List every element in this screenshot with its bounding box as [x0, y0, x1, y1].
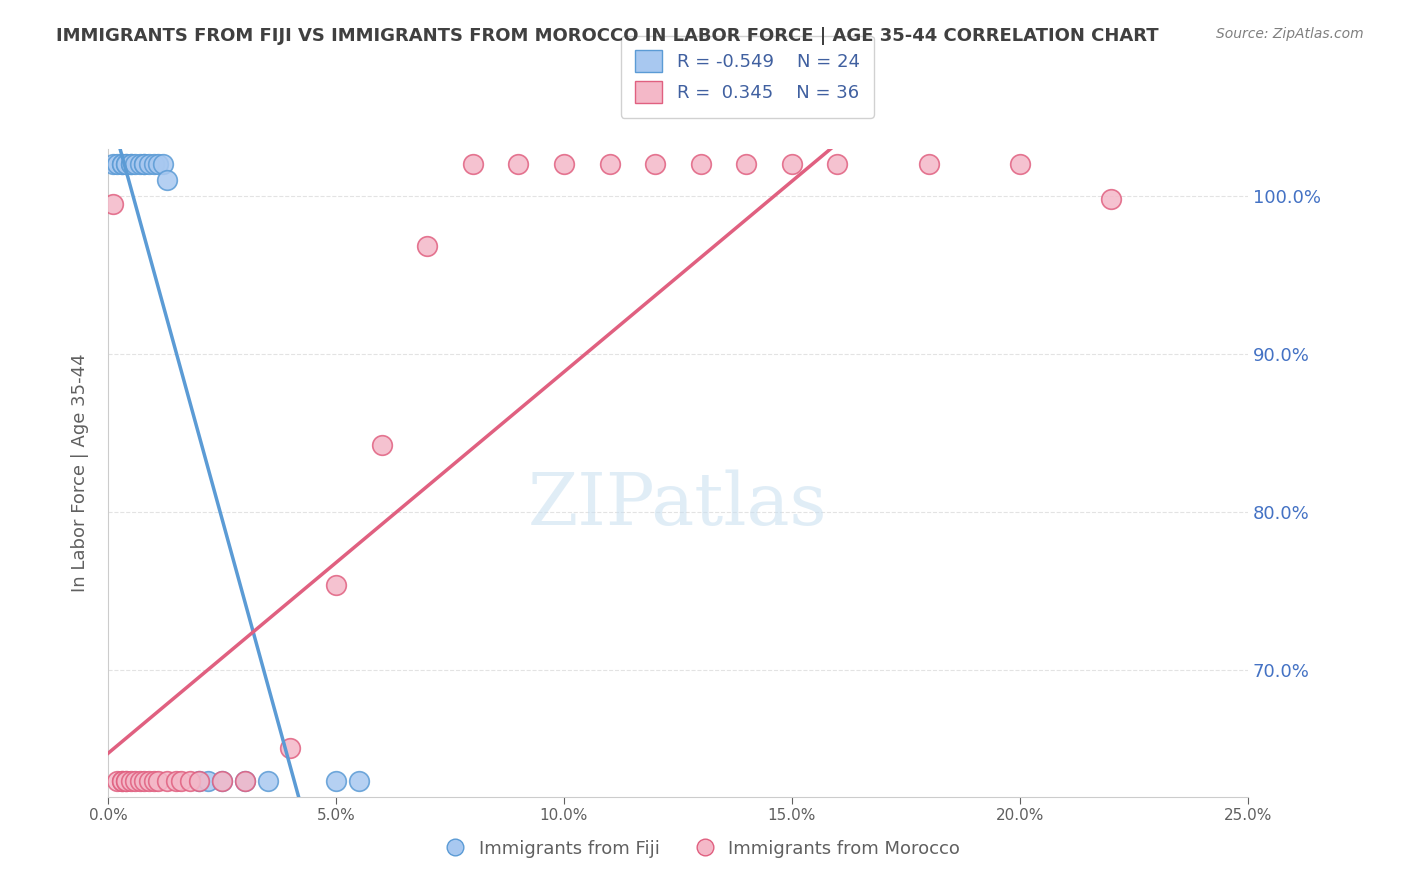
Point	[1099, 192, 1122, 206]
Point	[111, 157, 134, 171]
Point	[101, 157, 124, 171]
Point	[780, 157, 803, 171]
Point	[124, 773, 146, 788]
Point	[735, 157, 758, 171]
Point	[111, 773, 134, 788]
Point	[689, 157, 711, 171]
Point	[115, 157, 138, 171]
Legend: R = -0.549    N = 24, R =  0.345    N = 36: R = -0.549 N = 24, R = 0.345 N = 36	[620, 36, 875, 118]
Point	[918, 157, 941, 171]
Point	[105, 157, 128, 171]
Point	[233, 773, 256, 788]
Point	[325, 578, 347, 592]
Text: Source: ZipAtlas.com: Source: ZipAtlas.com	[1216, 27, 1364, 41]
Point	[146, 773, 169, 788]
Text: ZIPatlas: ZIPatlas	[529, 470, 828, 541]
Point	[170, 773, 193, 788]
Point	[120, 157, 142, 171]
Point	[416, 239, 439, 253]
Point	[508, 157, 530, 171]
Point	[179, 773, 201, 788]
Point	[134, 157, 156, 171]
Point	[129, 773, 152, 788]
Point	[165, 773, 187, 788]
Point	[138, 773, 160, 788]
Point	[256, 773, 278, 788]
Point	[134, 773, 156, 788]
Point	[138, 157, 160, 171]
Point	[111, 157, 134, 171]
Point	[115, 773, 138, 788]
Point	[115, 773, 138, 788]
Point	[644, 157, 666, 171]
Point	[347, 773, 370, 788]
Point	[553, 157, 575, 171]
Point	[142, 773, 165, 788]
Point	[280, 741, 302, 756]
Point	[211, 773, 233, 788]
Point	[370, 438, 392, 452]
Point	[233, 773, 256, 788]
Text: IMMIGRANTS FROM FIJI VS IMMIGRANTS FROM MOROCCO IN LABOR FORCE | AGE 35-44 CORRE: IMMIGRANTS FROM FIJI VS IMMIGRANTS FROM …	[56, 27, 1159, 45]
Point	[156, 773, 179, 788]
Point	[211, 773, 233, 788]
Point	[129, 157, 152, 171]
Point	[197, 773, 219, 788]
Point	[188, 773, 211, 788]
Point	[120, 773, 142, 788]
Point	[1008, 157, 1031, 171]
Point	[142, 157, 165, 171]
Point	[188, 773, 211, 788]
Point	[152, 157, 174, 171]
Point	[156, 173, 179, 187]
Point	[599, 157, 621, 171]
Point	[146, 157, 169, 171]
Point	[105, 773, 128, 788]
Point	[101, 197, 124, 211]
Point	[111, 773, 134, 788]
Y-axis label: In Labor Force | Age 35-44: In Labor Force | Age 35-44	[72, 353, 89, 592]
Point	[461, 157, 484, 171]
Point	[134, 157, 156, 171]
Point	[120, 157, 142, 171]
Point	[115, 157, 138, 171]
Point	[827, 157, 849, 171]
Point	[124, 157, 146, 171]
Legend: Immigrants from Fiji, Immigrants from Morocco: Immigrants from Fiji, Immigrants from Mo…	[439, 832, 967, 865]
Point	[325, 773, 347, 788]
